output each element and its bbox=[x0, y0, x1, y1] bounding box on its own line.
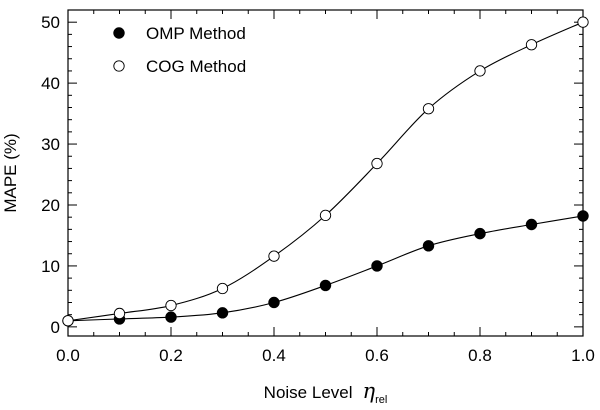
legend-cog-marker bbox=[113, 60, 125, 72]
x-tick-label: 0.6 bbox=[365, 346, 389, 365]
omp-data-point bbox=[371, 260, 383, 272]
omp-data-point bbox=[577, 210, 589, 222]
cog-data-point bbox=[268, 250, 280, 262]
x-axis-title-symbol: η bbox=[363, 379, 376, 403]
axis-labels: Noise Level ηrel MAPE (%) bbox=[1, 133, 387, 406]
x-tick-label: 0.0 bbox=[56, 346, 80, 365]
axis-ticks: 0.0 0.2 0.4 0.6 0.8 1.0 0 10 20 30 40 50 bbox=[41, 9, 595, 365]
legend-omp-marker bbox=[113, 27, 125, 39]
cog-data-point bbox=[62, 315, 74, 327]
cog-data-point bbox=[113, 307, 126, 320]
omp-data-point bbox=[268, 296, 280, 309]
y-tick-label: 0 bbox=[51, 318, 60, 337]
omp-data-point bbox=[525, 218, 538, 231]
y-axis-title: MAPE (%) bbox=[1, 133, 20, 212]
x-tick-label: 0.4 bbox=[262, 346, 286, 365]
x-tick-label: 1.0 bbox=[571, 346, 595, 365]
omp-data-point bbox=[216, 307, 229, 319]
y-tick-label: 50 bbox=[41, 13, 60, 32]
y-tick-label: 40 bbox=[41, 74, 60, 93]
x-axis-title-subscript: rel bbox=[375, 394, 387, 406]
x-tick-label: 0.2 bbox=[159, 346, 183, 365]
legend-omp-label: OMP Method bbox=[146, 24, 246, 43]
omp-data-point bbox=[319, 279, 332, 292]
cog-data-point bbox=[422, 103, 435, 115]
cog-data-point bbox=[525, 39, 538, 51]
y-tick-label: 30 bbox=[41, 135, 60, 154]
legend-cog-label: COG Method bbox=[146, 57, 246, 76]
cog-data-point bbox=[319, 209, 332, 221]
omp-series-line bbox=[67, 215, 584, 322]
y-tick-label: 10 bbox=[41, 257, 60, 276]
omp-data-point bbox=[422, 240, 435, 252]
omp-data-point bbox=[165, 311, 177, 323]
cog-data-point bbox=[577, 16, 589, 28]
cog-data-point bbox=[165, 299, 177, 312]
x-axis-title-text: Noise Level bbox=[264, 383, 353, 402]
x-axis-title: Noise Level ηrel bbox=[264, 379, 388, 406]
x-tick-label: 0.8 bbox=[468, 346, 492, 365]
cog-data-point bbox=[474, 65, 486, 77]
y-tick-label: 20 bbox=[41, 196, 60, 215]
cog-data-point bbox=[371, 157, 383, 170]
series-layer bbox=[62, 16, 589, 327]
legend: OMP Method COG Method bbox=[113, 24, 246, 76]
omp-data-point bbox=[474, 227, 486, 240]
cog-data-point bbox=[216, 282, 229, 295]
